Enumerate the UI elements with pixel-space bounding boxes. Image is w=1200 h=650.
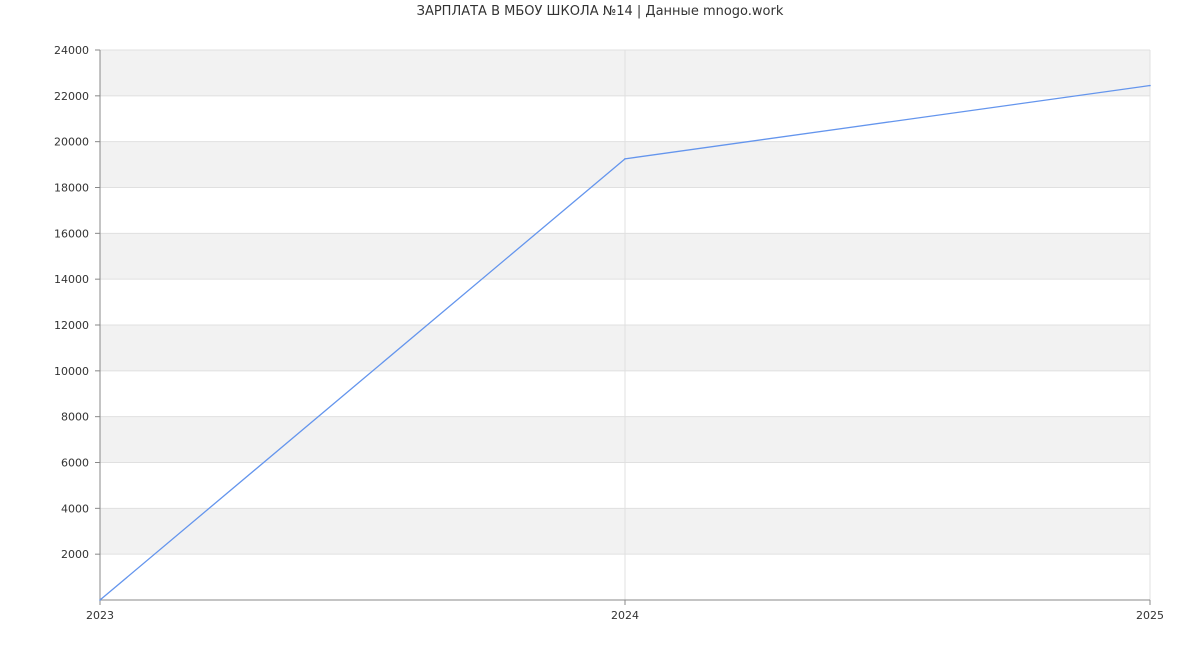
chart-title: ЗАРПЛАТА В МБОУ ШКОЛА №14 | Данные mnogo… xyxy=(416,4,784,19)
x-tick-label: 2023 xyxy=(86,609,114,622)
y-tick-label: 4000 xyxy=(61,502,89,515)
y-tick-label: 8000 xyxy=(61,411,89,424)
y-tick-label: 2000 xyxy=(61,548,89,561)
x-tick-label: 2024 xyxy=(611,609,639,622)
series-point xyxy=(624,158,626,160)
y-tick-label: 20000 xyxy=(54,136,89,149)
x-axis-ticks: 2023 2024 2025 xyxy=(86,600,1164,622)
x-tick-label: 2025 xyxy=(1136,609,1164,622)
y-tick-label: 22000 xyxy=(54,90,89,103)
y-tick-label: 10000 xyxy=(54,365,89,378)
y-tick-label: 6000 xyxy=(61,457,89,470)
chart-gridlines-x xyxy=(624,50,1151,600)
y-axis-ticks: 2000 4000 6000 8000 10000 12000 14000 16000 1800… xyxy=(54,44,100,561)
series-point xyxy=(1149,84,1151,87)
series-point xyxy=(99,599,101,601)
y-tick-label: 24000 xyxy=(54,44,89,57)
chart-series xyxy=(99,84,1151,601)
y-tick-label: 12000 xyxy=(54,319,89,332)
y-tick-label: 14000 xyxy=(54,273,89,286)
y-tick-label: 18000 xyxy=(54,182,89,195)
y-tick-label: 16000 xyxy=(54,227,89,240)
